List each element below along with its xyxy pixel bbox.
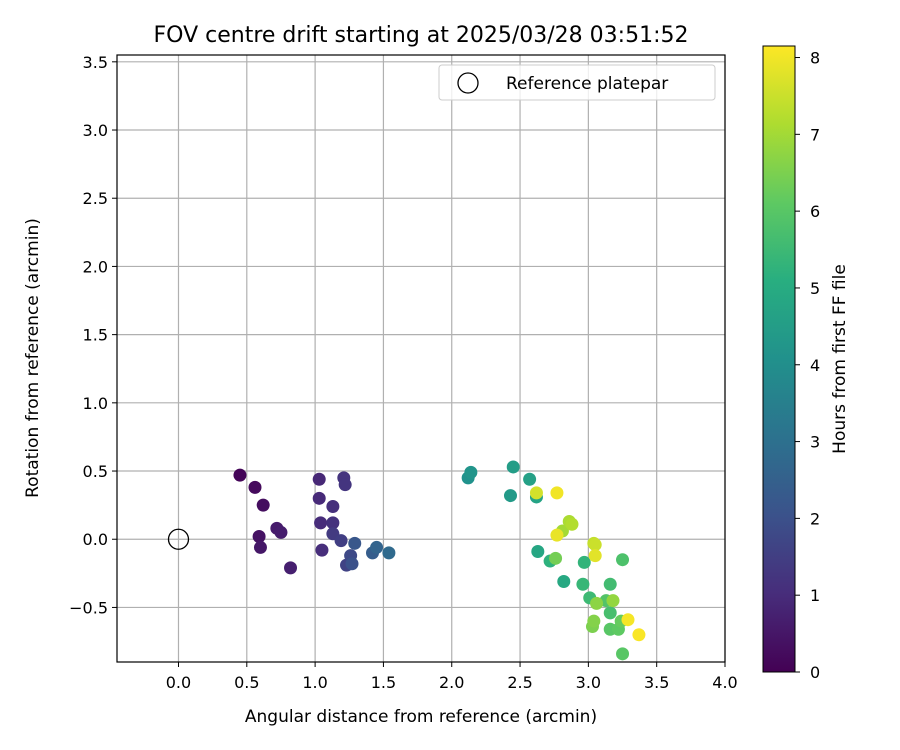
data-point bbox=[315, 543, 329, 557]
plot-frame bbox=[116, 54, 726, 663]
data-point bbox=[576, 577, 590, 591]
colorbar bbox=[762, 45, 796, 673]
x-tick-label: 0.5 bbox=[234, 673, 259, 692]
y-tick-label: 0.0 bbox=[83, 530, 108, 549]
data-point bbox=[312, 491, 326, 505]
data-point bbox=[550, 486, 564, 500]
data-point bbox=[529, 486, 543, 500]
y-tick-label: 3.5 bbox=[83, 53, 108, 72]
data-point bbox=[565, 517, 579, 531]
data-point bbox=[506, 460, 520, 474]
data-point bbox=[531, 545, 545, 559]
colorbar-tick-label: 6 bbox=[810, 202, 820, 221]
colorbar-tick-label: 4 bbox=[810, 356, 820, 375]
data-points bbox=[233, 460, 646, 661]
data-point bbox=[284, 561, 298, 575]
data-point bbox=[382, 546, 396, 560]
data-point bbox=[253, 540, 267, 554]
data-point bbox=[464, 465, 478, 479]
x-tick-label: 1.0 bbox=[302, 673, 327, 692]
y-tick-label: 2.0 bbox=[83, 257, 108, 276]
data-point bbox=[338, 478, 352, 492]
y-axis-ticks: −0.5 0.0 0.5 1.0 1.5 2.0 2.5 3.0 3.5 bbox=[69, 53, 117, 617]
data-point bbox=[549, 551, 563, 565]
data-point bbox=[252, 530, 266, 544]
data-point bbox=[326, 516, 340, 530]
data-point bbox=[314, 516, 328, 530]
data-point bbox=[621, 613, 635, 627]
data-point bbox=[603, 577, 617, 591]
data-point bbox=[233, 468, 247, 482]
data-point bbox=[312, 472, 326, 486]
data-point bbox=[557, 575, 571, 589]
x-tick-label: 2.0 bbox=[439, 673, 464, 692]
y-axis-label: Rotation from reference (arcmin) bbox=[23, 218, 43, 498]
data-point bbox=[577, 555, 591, 569]
data-point bbox=[590, 596, 604, 610]
data-point bbox=[550, 528, 564, 542]
chart-title: FOV centre drift starting at 2025/03/28 … bbox=[154, 23, 689, 48]
data-point bbox=[603, 606, 617, 620]
y-tick-label: 3.0 bbox=[83, 121, 108, 140]
colorbar-tick-label: 2 bbox=[810, 509, 820, 528]
data-point bbox=[370, 540, 384, 554]
x-axis-ticks: 0.0 0.5 1.0 1.5 2.0 2.5 3.0 3.5 4.0 bbox=[166, 662, 738, 692]
data-point bbox=[606, 594, 620, 608]
legend-box bbox=[438, 64, 716, 101]
data-point bbox=[523, 472, 537, 486]
data-point bbox=[588, 538, 602, 552]
colorbar-tick-label: 8 bbox=[810, 49, 820, 68]
x-tick-label: 4.0 bbox=[712, 673, 737, 692]
data-point bbox=[632, 628, 646, 642]
data-point bbox=[256, 498, 270, 512]
colorbar-label: Hours from first FF file bbox=[830, 264, 850, 454]
x-tick-label: 3.5 bbox=[644, 673, 669, 692]
data-point bbox=[326, 499, 340, 513]
x-tick-label: 1.5 bbox=[371, 673, 396, 692]
x-axis-label: Angular distance from reference (arcmin) bbox=[245, 707, 597, 727]
colorbar-tick-label: 0 bbox=[810, 663, 820, 682]
data-point bbox=[588, 549, 602, 563]
data-point bbox=[274, 525, 288, 539]
legend: Reference platepar bbox=[438, 64, 716, 101]
y-tick-label: 1.0 bbox=[83, 394, 108, 413]
data-point bbox=[334, 534, 348, 548]
data-point bbox=[345, 557, 359, 571]
colorbar-tick-label: 1 bbox=[810, 586, 820, 605]
y-tick-label: 0.5 bbox=[83, 462, 108, 481]
x-tick-label: 3.0 bbox=[576, 673, 601, 692]
colorbar-tick-label: 7 bbox=[810, 125, 820, 144]
data-point bbox=[616, 553, 630, 567]
colorbar-ticks: 0 1 2 3 4 5 6 7 8 bbox=[795, 49, 820, 682]
x-tick-label: 2.5 bbox=[507, 673, 532, 692]
data-point bbox=[348, 536, 362, 550]
data-point bbox=[248, 480, 262, 494]
data-point bbox=[503, 489, 517, 503]
y-tick-label: 2.5 bbox=[83, 189, 108, 208]
legend-marker-icon bbox=[457, 72, 479, 94]
colorbar-tick-label: 3 bbox=[810, 433, 820, 452]
data-point bbox=[616, 647, 630, 661]
y-tick-label: −0.5 bbox=[69, 598, 108, 617]
x-tick-label: 0.0 bbox=[166, 673, 191, 692]
data-point bbox=[587, 614, 601, 628]
reference-platepar-marker bbox=[167, 528, 190, 550]
y-tick-label: 1.5 bbox=[83, 326, 108, 345]
reference-point bbox=[167, 528, 190, 550]
legend-entry-label: Reference platepar bbox=[506, 74, 668, 94]
colorbar-tick-label: 5 bbox=[810, 279, 820, 298]
grid-lines bbox=[117, 55, 726, 662]
